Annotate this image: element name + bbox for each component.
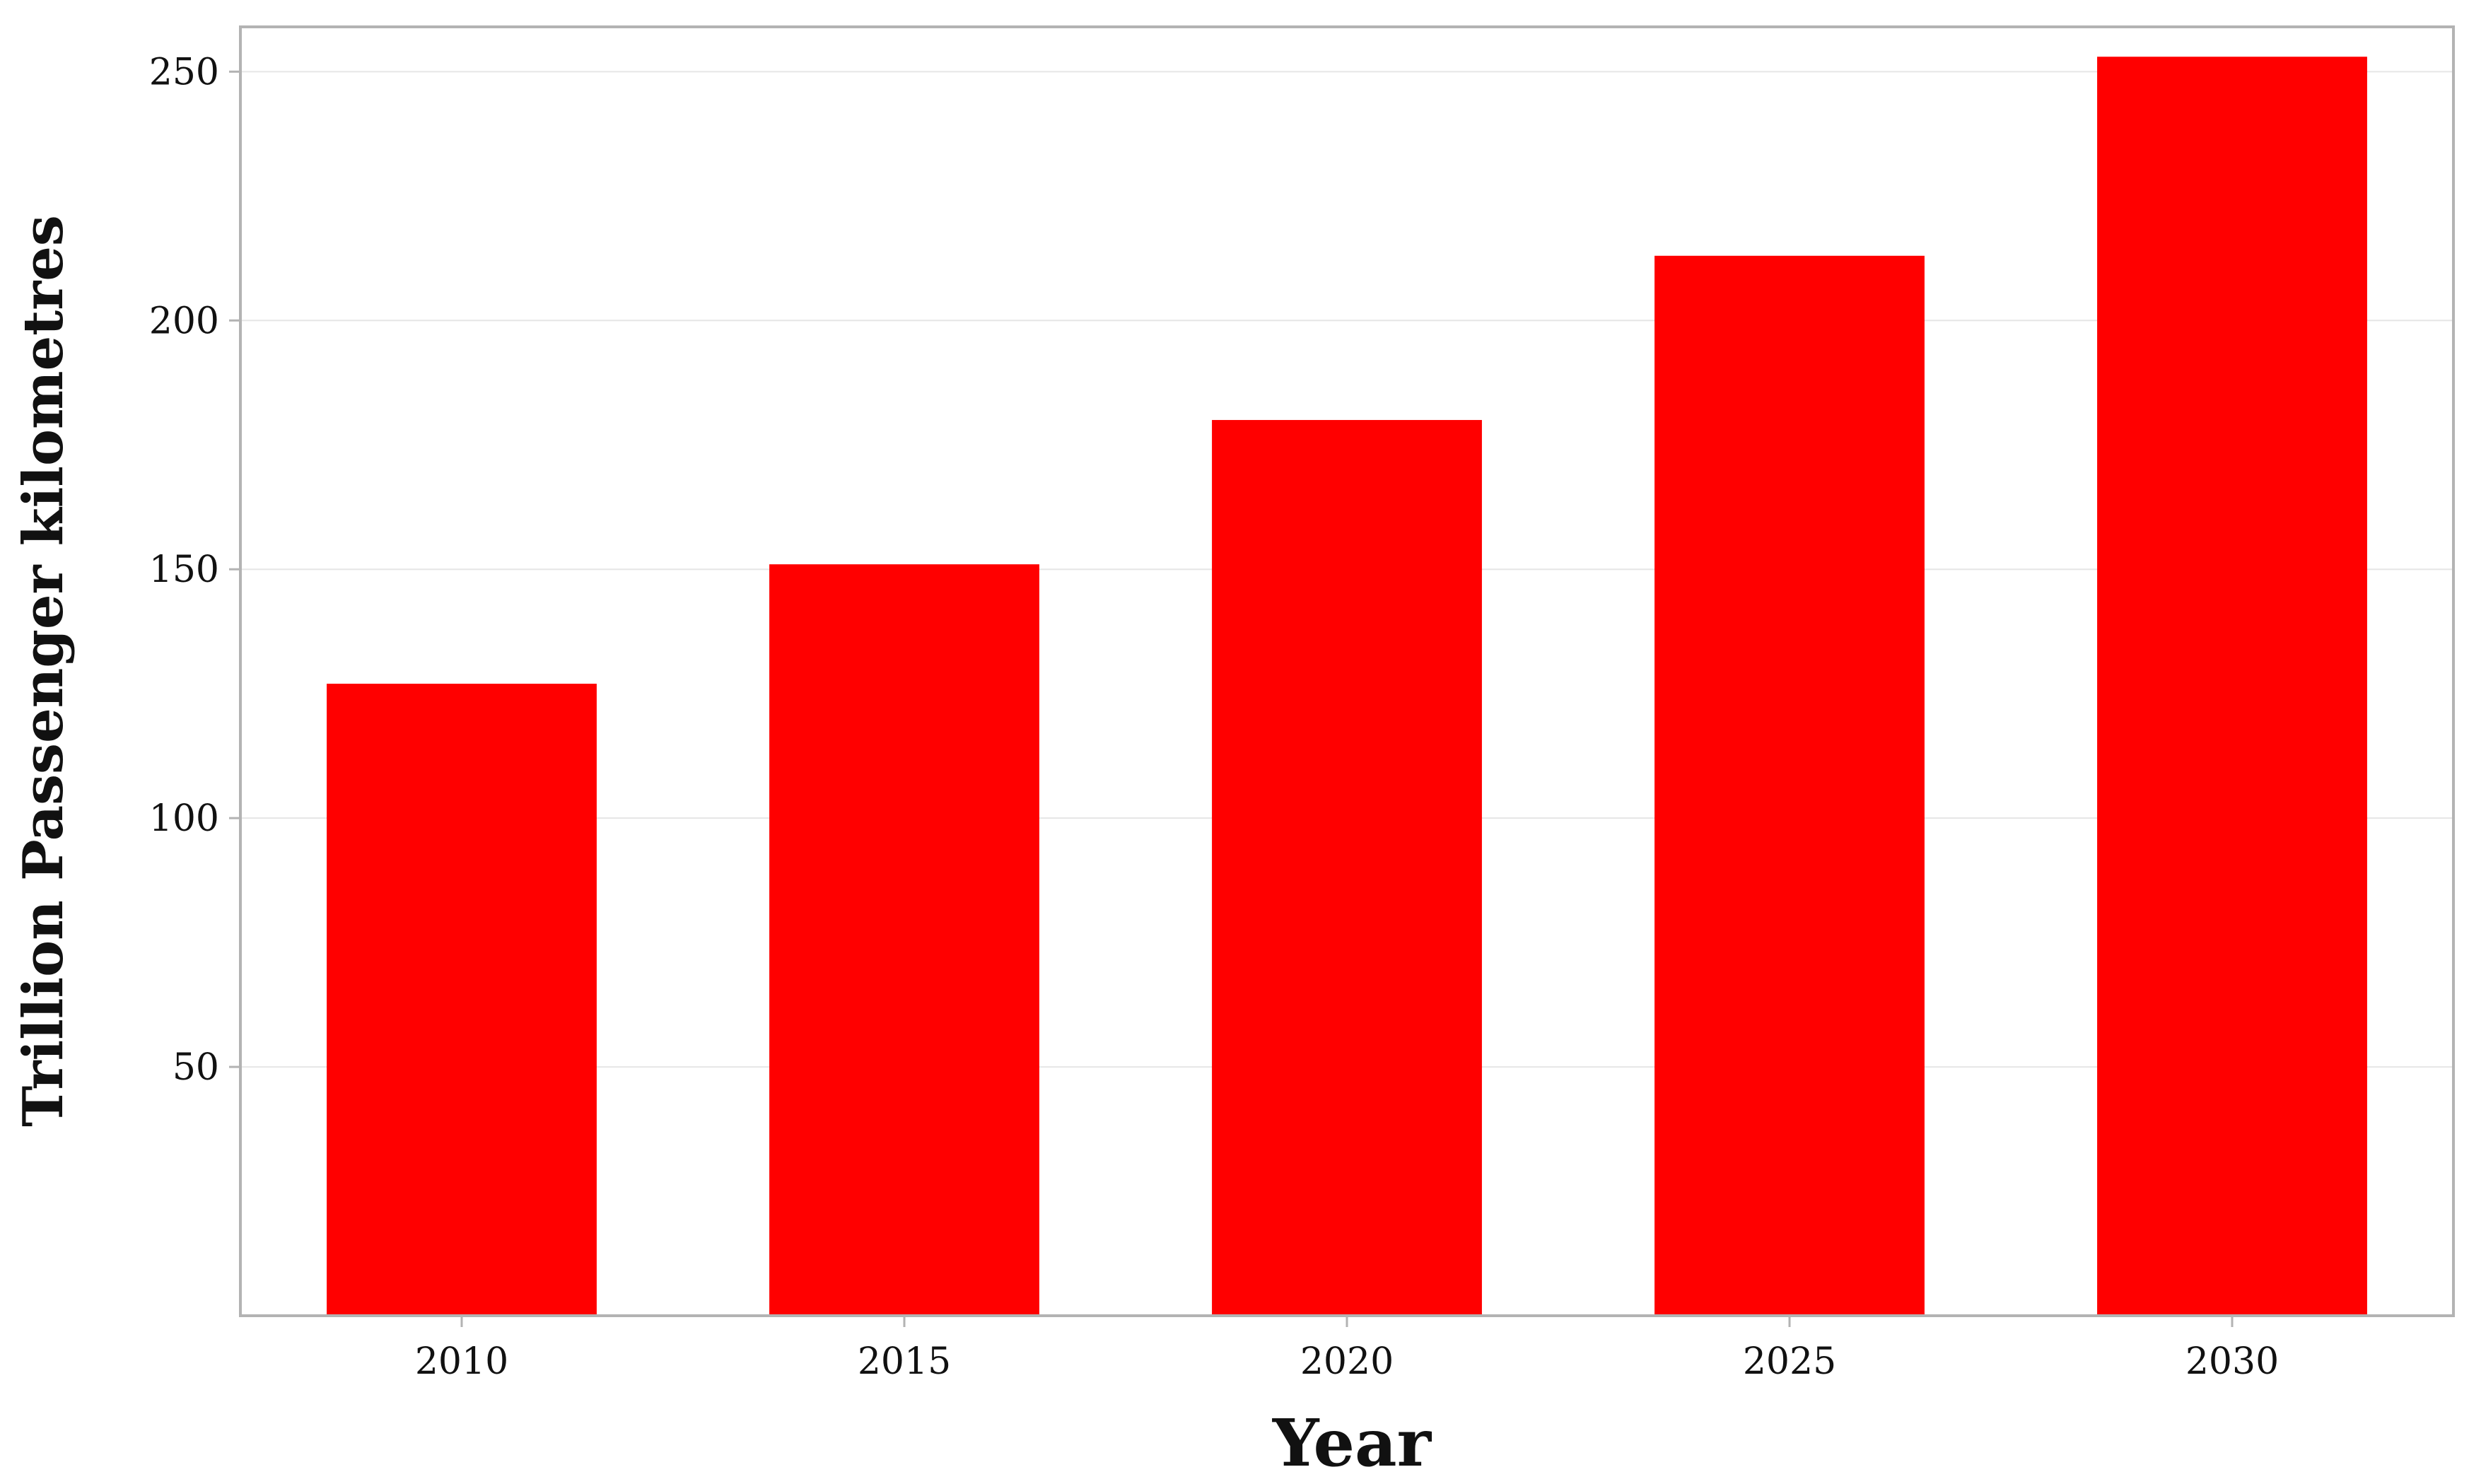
bar-2015: [769, 564, 1039, 1316]
x-tick-label: 2030: [2185, 1340, 2279, 1383]
bars: [327, 57, 2367, 1316]
x-tick-label: 2015: [858, 1340, 951, 1383]
y-tick-label: 100: [149, 797, 219, 840]
bar-2010: [327, 684, 597, 1316]
x-axis-ticks: 2010 2015 2020 2025 2030: [415, 1316, 2279, 1383]
bar-2020: [1212, 420, 1482, 1316]
y-axis-title: Trillion Passenger kilometres: [11, 215, 76, 1127]
x-tick-label: 2020: [1300, 1340, 1394, 1383]
y-tick-label: 50: [173, 1046, 219, 1089]
y-axis-ticks: 50 100 150 200 250: [149, 51, 240, 1089]
y-tick-label: 150: [149, 549, 219, 591]
y-tick-label: 200: [149, 300, 219, 342]
x-tick-label: 2010: [415, 1340, 508, 1383]
bar-2030: [2097, 57, 2367, 1316]
y-tick-label: 250: [149, 51, 219, 93]
bar-2025: [1654, 255, 1925, 1316]
x-tick-label: 2025: [1743, 1340, 1836, 1383]
x-axis-title: Year: [1272, 1405, 1432, 1481]
